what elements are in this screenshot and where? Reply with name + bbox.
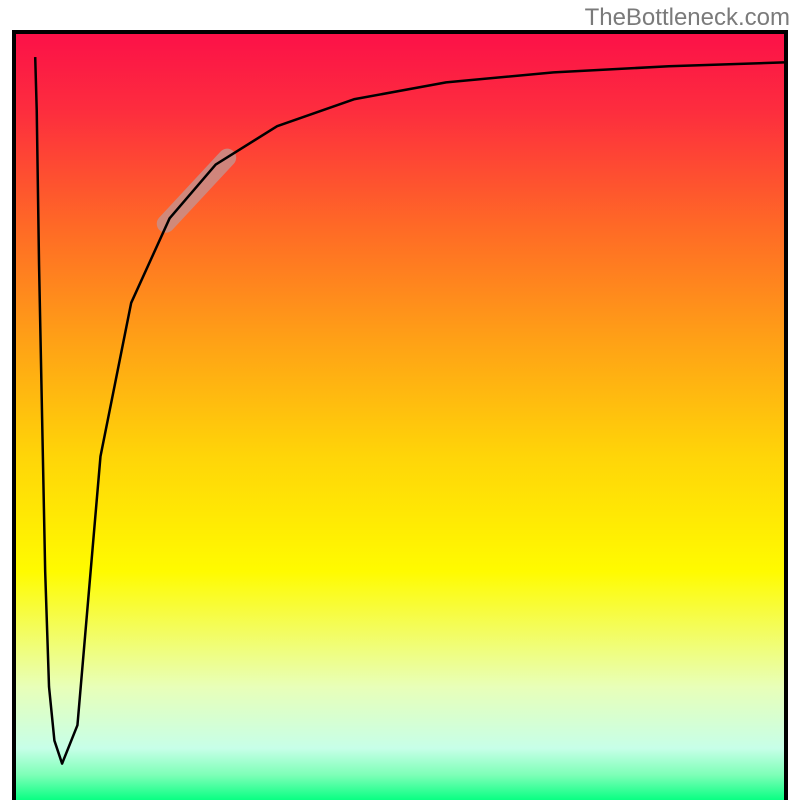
- chart-root: TheBottleneck.com: [0, 0, 800, 800]
- watermark-text: TheBottleneck.com: [585, 4, 790, 32]
- curve-layer: [16, 34, 784, 800]
- bottleneck-curve: [35, 57, 784, 764]
